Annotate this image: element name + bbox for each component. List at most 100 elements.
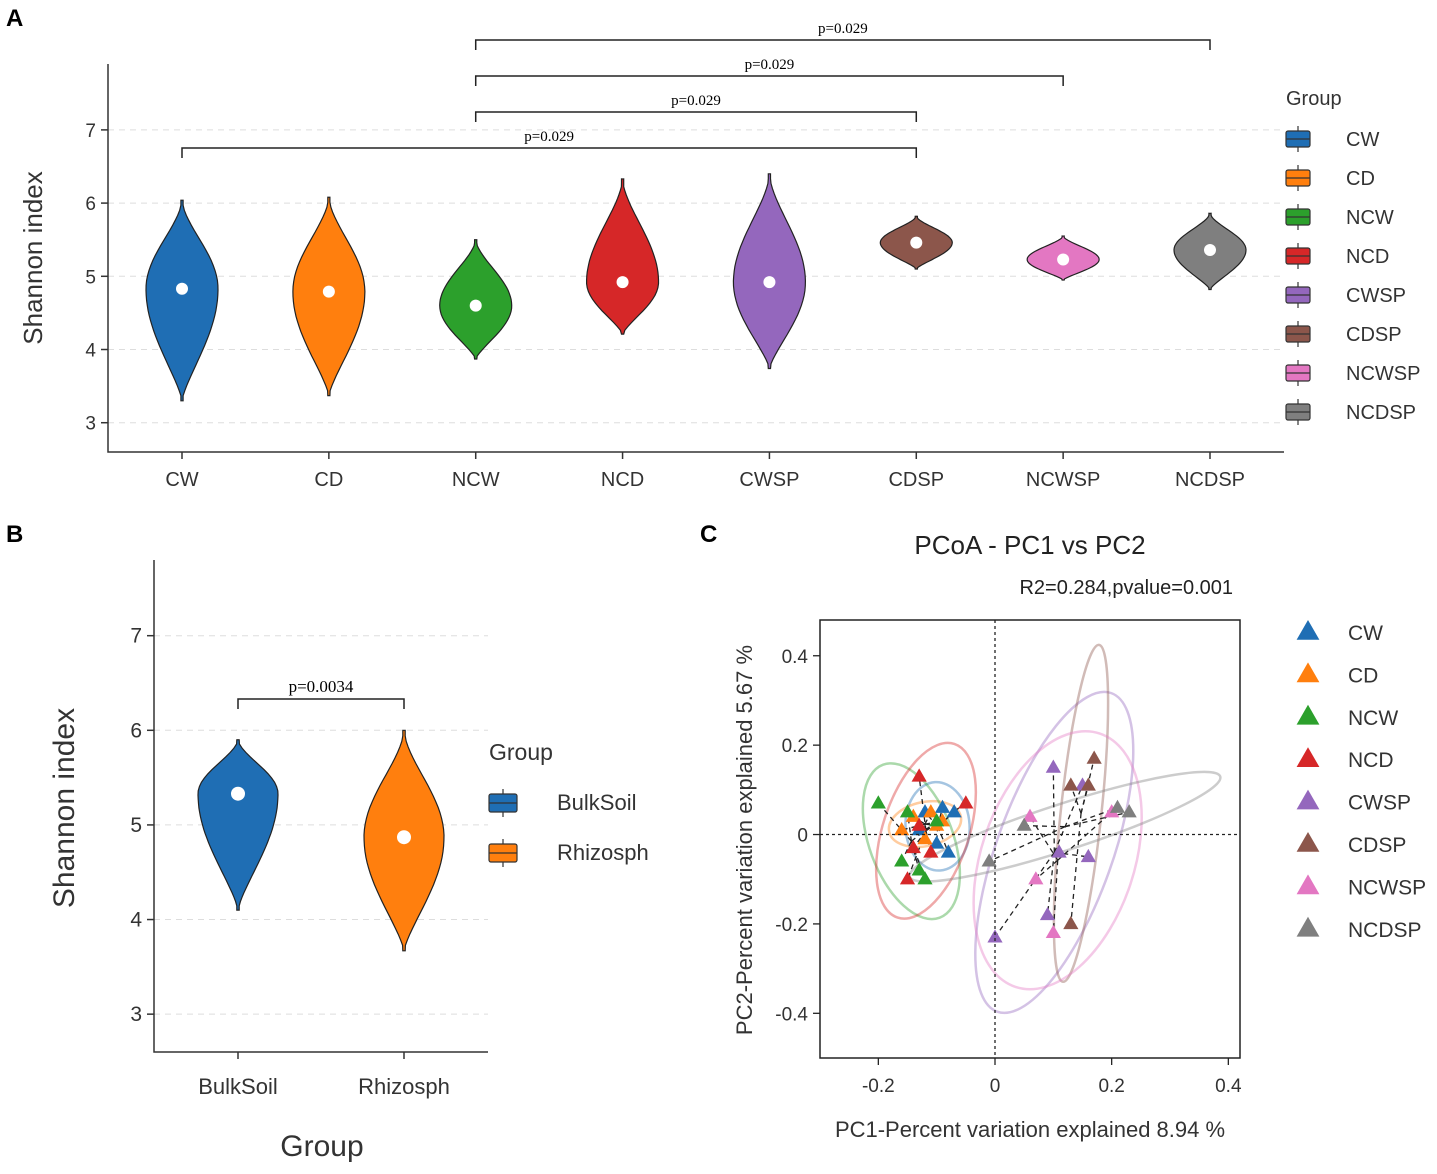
panel-c-title: PCoA - PC1 vs PC2: [914, 530, 1145, 560]
legend-label-cwsp: CWSP: [1346, 285, 1406, 307]
spider-line: [1046, 852, 1055, 916]
spider-line: [906, 812, 913, 842]
panel-c-subtitle: R2=0.284,pvalue=0.001: [1019, 577, 1233, 599]
violin-cw: [145, 199, 219, 402]
point-cdsp: [1063, 915, 1079, 930]
panel-letter-b: B: [6, 521, 23, 548]
point-ncwsp: [1028, 871, 1044, 885]
legend-label-ncd: NCD: [1348, 749, 1394, 772]
p-value-label: p=0.029: [818, 21, 868, 37]
point-ncdsp: [1016, 817, 1032, 831]
legend-label-ncw: NCW: [1348, 707, 1398, 730]
median-dot-ncwsp: [1057, 253, 1070, 266]
legend-label-bulksoil: BulkSoil: [557, 790, 636, 815]
y-tick-label: 6: [130, 719, 142, 742]
y-tick-label: 7: [85, 121, 96, 142]
x-tick-label-cwsp: CWSP: [739, 469, 799, 491]
legend-label-cdsp: CDSP: [1348, 834, 1406, 857]
significance-bracket: [181, 147, 918, 158]
x-tick-label-cdsp: CDSP: [888, 469, 944, 491]
panel-c-pcoa-chart: PCoA - PC1 vs PC2 R2=0.284,pvalue=0.001 …: [732, 530, 1426, 1142]
spider-line: [994, 852, 1055, 938]
spider-line: [1070, 785, 1082, 814]
plot-frame: [819, 619, 1241, 1059]
y-tick-label: 6: [85, 194, 96, 215]
median-dot-ncdsp: [1204, 243, 1216, 256]
point-ncd: [923, 844, 939, 858]
legend-label-ncdsp: NCDSP: [1346, 402, 1416, 424]
legend-key-ncd: [1296, 747, 1320, 767]
x-tick-label: 0: [990, 1076, 1001, 1097]
x-tick-label-ncd: NCD: [601, 469, 644, 491]
spider-line: [988, 826, 1066, 862]
spider-line: [1057, 811, 1113, 861]
ellipse-ncw: [861, 762, 962, 921]
panel-letter-a: A: [6, 5, 23, 32]
legend-key-ncwsp: [1296, 874, 1320, 895]
point-cd: [917, 831, 933, 845]
panel-b-x-axis-label: Group: [280, 1130, 363, 1163]
spider-line: [924, 820, 943, 825]
y-tick-label: 0.2: [782, 736, 808, 757]
point-cdsp: [1063, 777, 1079, 791]
point-ncwsp: [1022, 808, 1038, 822]
spider-line: [918, 776, 927, 831]
y-tick-label: 0.4: [782, 647, 809, 668]
point-cwsp: [1051, 844, 1067, 858]
significance-bracket: [474, 111, 918, 122]
y-tick-label: 4: [130, 909, 142, 932]
point-ncw: [929, 813, 945, 827]
point-cd: [894, 822, 910, 836]
spider-line: [1064, 811, 1130, 828]
legend-key-cd: [1296, 662, 1320, 683]
panel-letter-c: C: [700, 521, 717, 548]
violin-cwsp: [732, 173, 807, 370]
panel-b-legend-title: Group: [489, 739, 553, 765]
point-ncwsp: [1045, 924, 1061, 939]
panel-a-y-axis-label: Shannon index: [18, 171, 48, 344]
y-tick-label: -0.4: [775, 1004, 808, 1025]
point-ncd: [911, 768, 927, 782]
point-ncw: [911, 862, 927, 876]
point-ncdsp: [1109, 799, 1126, 813]
median-dot-cdsp: [910, 236, 923, 249]
point-ncdsp: [1121, 804, 1137, 818]
legend-label-cw: CW: [1348, 622, 1383, 645]
legend-label-ncwsp: NCWSP: [1346, 363, 1420, 385]
axis-line: [153, 560, 488, 1053]
x-tick-label-ncdsp: NCDSP: [1175, 469, 1245, 491]
legend-label-ncw: NCW: [1346, 207, 1394, 229]
p-value-label: p=0.029: [671, 93, 721, 109]
spider-line: [1035, 859, 1059, 880]
panel-b-y-axis-label: Shannon index: [48, 708, 81, 908]
spider-line: [1052, 860, 1059, 933]
median-dot-ncw: [469, 299, 482, 312]
spider-line: [1052, 767, 1055, 853]
spider-line: [1053, 785, 1084, 853]
p-value-label: p=0.029: [524, 129, 574, 145]
median-dot-rhizosph: [397, 830, 411, 845]
panel-a-violin-chart: Shannon index p=0.029 p=0.029 p=0.029 p=0.0…: [18, 21, 1420, 491]
legend-key-cw: [1296, 620, 1320, 640]
median-dot-cd: [322, 285, 335, 298]
violin-ncw: [439, 239, 513, 360]
legend-label-cwsp: CWSP: [1348, 792, 1411, 815]
legend-label-ncdsp: NCDSP: [1348, 919, 1422, 942]
legend-label-cdsp: CDSP: [1346, 324, 1402, 346]
y-tick-label: 0: [797, 826, 808, 847]
x-tick-label: 0.4: [1215, 1076, 1242, 1097]
significance-bracket: [474, 39, 1211, 50]
point-ncd: [905, 839, 921, 854]
legend-key-cdsp: [1296, 832, 1320, 852]
ellipse-ncd: [874, 741, 978, 920]
point-cw: [946, 804, 962, 818]
panel-a-legend-title: Group: [1286, 88, 1342, 110]
median-dot-cw: [176, 282, 188, 295]
median-dot-bulksoil: [231, 786, 245, 801]
p-value-label: p=0.0034: [289, 677, 354, 696]
panel-b-violin-chart: Shannon index Group p=0.0034 3 4 5 6 7 BulkSo…: [48, 560, 649, 1163]
x-tick-label-bulksoil: BulkSoil: [198, 1074, 277, 1099]
significance-bracket: [474, 75, 1064, 86]
ellipse-ncwsp: [972, 729, 1143, 991]
